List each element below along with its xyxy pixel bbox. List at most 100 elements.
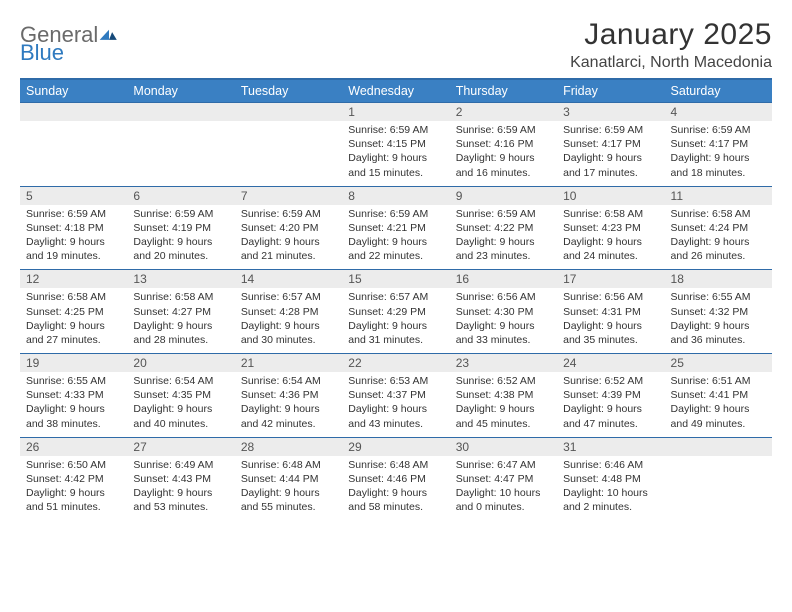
day-cell [20,103,127,187]
daylight-text-2: and 2 minutes. [563,500,658,514]
daylight-text-1: Daylight: 9 hours [241,235,336,249]
sunrise-text: Sunrise: 6:55 AM [671,290,766,304]
day-number: 30 [450,438,557,456]
daylight-text-2: and 49 minutes. [671,417,766,431]
day-number: 28 [235,438,342,456]
day-cell: 15Sunrise: 6:57 AMSunset: 4:29 PMDayligh… [342,270,449,354]
sunrise-text: Sunrise: 6:48 AM [241,458,336,472]
sunrise-text: Sunrise: 6:58 AM [133,290,228,304]
logo-text-blue: Blue [20,42,119,64]
day-body [127,121,234,177]
calendar-body: 1Sunrise: 6:59 AMSunset: 4:15 PMDaylight… [20,103,772,521]
day-body: Sunrise: 6:59 AMSunset: 4:17 PMDaylight:… [557,121,664,186]
day-body: Sunrise: 6:54 AMSunset: 4:36 PMDaylight:… [235,372,342,437]
sunrise-text: Sunrise: 6:54 AM [241,374,336,388]
sunset-text: Sunset: 4:44 PM [241,472,336,486]
sunrise-text: Sunrise: 6:59 AM [456,207,551,221]
day-number: 25 [665,354,772,372]
daylight-text-2: and 19 minutes. [26,249,121,263]
day-body: Sunrise: 6:59 AMSunset: 4:19 PMDaylight:… [127,205,234,270]
daylight-text-1: Daylight: 9 hours [671,402,766,416]
day-cell: 31Sunrise: 6:46 AMSunset: 4:48 PMDayligh… [557,437,664,520]
day-body: Sunrise: 6:46 AMSunset: 4:48 PMDaylight:… [557,456,664,521]
day-body [20,121,127,177]
day-cell: 14Sunrise: 6:57 AMSunset: 4:28 PMDayligh… [235,270,342,354]
day-cell: 28Sunrise: 6:48 AMSunset: 4:44 PMDayligh… [235,437,342,520]
sunrise-text: Sunrise: 6:52 AM [563,374,658,388]
sunset-text: Sunset: 4:31 PM [563,305,658,319]
calendar-table: Sunday Monday Tuesday Wednesday Thursday… [20,78,772,520]
col-friday: Friday [557,79,664,103]
daylight-text-1: Daylight: 9 hours [26,235,121,249]
week-row: 19Sunrise: 6:55 AMSunset: 4:33 PMDayligh… [20,354,772,438]
sunset-text: Sunset: 4:20 PM [241,221,336,235]
daylight-text-2: and 16 minutes. [456,166,551,180]
day-cell: 10Sunrise: 6:58 AMSunset: 4:23 PMDayligh… [557,186,664,270]
sunset-text: Sunset: 4:29 PM [348,305,443,319]
title-block: January 2025 Kanatlarci, North Macedonia [570,18,772,72]
day-cell: 24Sunrise: 6:52 AMSunset: 4:39 PMDayligh… [557,354,664,438]
day-number: 1 [342,103,449,121]
sunset-text: Sunset: 4:33 PM [26,388,121,402]
day-body: Sunrise: 6:55 AMSunset: 4:32 PMDaylight:… [665,288,772,353]
day-number: 11 [665,187,772,205]
daylight-text-1: Daylight: 9 hours [348,402,443,416]
month-title: January 2025 [570,18,772,52]
sunrise-text: Sunrise: 6:53 AM [348,374,443,388]
daylight-text-1: Daylight: 9 hours [26,402,121,416]
day-number: 19 [20,354,127,372]
day-cell: 7Sunrise: 6:59 AMSunset: 4:20 PMDaylight… [235,186,342,270]
sunset-text: Sunset: 4:28 PM [241,305,336,319]
daylight-text-2: and 26 minutes. [671,249,766,263]
daylight-text-1: Daylight: 9 hours [671,319,766,333]
day-number: 23 [450,354,557,372]
location-label: Kanatlarci, North Macedonia [570,54,772,72]
daylight-text-1: Daylight: 9 hours [26,319,121,333]
daylight-text-1: Daylight: 9 hours [133,486,228,500]
week-row: 26Sunrise: 6:50 AMSunset: 4:42 PMDayligh… [20,437,772,520]
day-cell: 26Sunrise: 6:50 AMSunset: 4:42 PMDayligh… [20,437,127,520]
day-number: 14 [235,270,342,288]
sunrise-text: Sunrise: 6:54 AM [133,374,228,388]
sunrise-text: Sunrise: 6:48 AM [348,458,443,472]
day-body: Sunrise: 6:48 AMSunset: 4:46 PMDaylight:… [342,456,449,521]
sunrise-text: Sunrise: 6:58 AM [671,207,766,221]
sunrise-text: Sunrise: 6:59 AM [456,123,551,137]
daylight-text-1: Daylight: 9 hours [241,319,336,333]
day-cell: 21Sunrise: 6:54 AMSunset: 4:36 PMDayligh… [235,354,342,438]
daylight-text-2: and 27 minutes. [26,333,121,347]
daylight-text-1: Daylight: 9 hours [671,235,766,249]
daylight-text-2: and 43 minutes. [348,417,443,431]
day-body: Sunrise: 6:56 AMSunset: 4:30 PMDaylight:… [450,288,557,353]
daylight-text-1: Daylight: 9 hours [563,319,658,333]
sunset-text: Sunset: 4:19 PM [133,221,228,235]
sunset-text: Sunset: 4:41 PM [671,388,766,402]
daylight-text-2: and 0 minutes. [456,500,551,514]
header: GeneralBlue January 2025 Kanatlarci, Nor… [20,18,772,72]
sunset-text: Sunset: 4:18 PM [26,221,121,235]
day-body: Sunrise: 6:54 AMSunset: 4:35 PMDaylight:… [127,372,234,437]
daylight-text-2: and 42 minutes. [241,417,336,431]
sunset-text: Sunset: 4:16 PM [456,137,551,151]
day-number: 6 [127,187,234,205]
daylight-text-1: Daylight: 9 hours [133,235,228,249]
day-number: 27 [127,438,234,456]
day-body: Sunrise: 6:52 AMSunset: 4:39 PMDaylight:… [557,372,664,437]
daylight-text-1: Daylight: 9 hours [133,319,228,333]
day-body: Sunrise: 6:59 AMSunset: 4:17 PMDaylight:… [665,121,772,186]
sunset-text: Sunset: 4:32 PM [671,305,766,319]
day-body: Sunrise: 6:59 AMSunset: 4:18 PMDaylight:… [20,205,127,270]
daylight-text-1: Daylight: 9 hours [26,486,121,500]
day-number: 9 [450,187,557,205]
daylight-text-1: Daylight: 9 hours [348,319,443,333]
sunrise-text: Sunrise: 6:59 AM [241,207,336,221]
day-number: 24 [557,354,664,372]
sunrise-text: Sunrise: 6:52 AM [456,374,551,388]
day-number: 16 [450,270,557,288]
daylight-text-1: Daylight: 9 hours [348,235,443,249]
day-number [665,438,772,456]
day-body: Sunrise: 6:59 AMSunset: 4:16 PMDaylight:… [450,121,557,186]
daylight-text-1: Daylight: 9 hours [563,402,658,416]
sunset-text: Sunset: 4:36 PM [241,388,336,402]
day-number: 3 [557,103,664,121]
